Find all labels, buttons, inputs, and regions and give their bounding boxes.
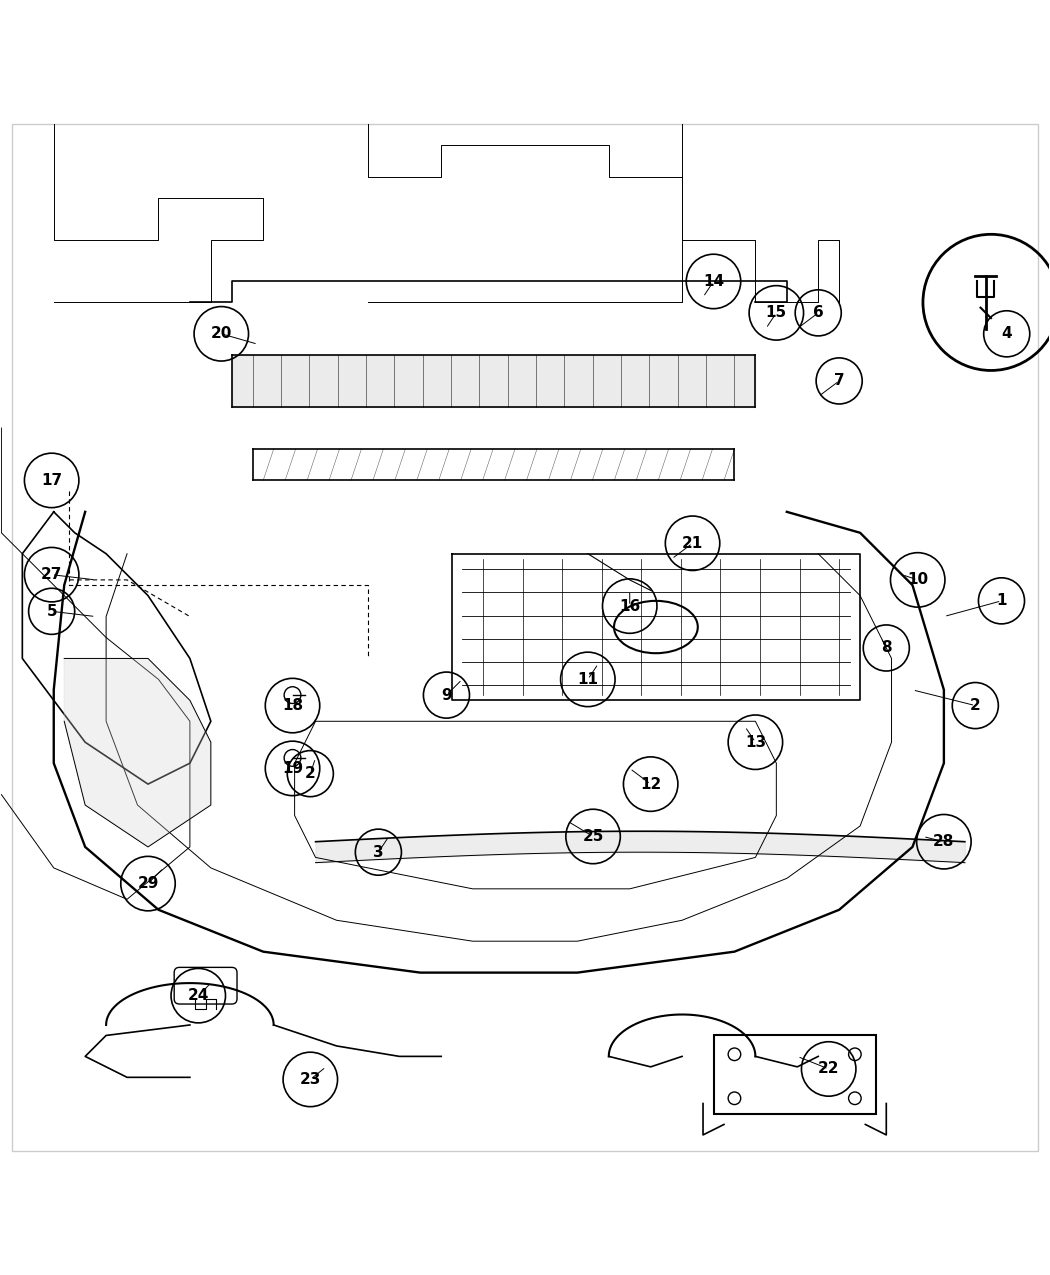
FancyBboxPatch shape [174,968,237,1003]
Text: 27: 27 [41,567,62,583]
Text: 14: 14 [702,274,724,289]
Text: 28: 28 [933,834,954,849]
Text: 16: 16 [620,598,640,613]
Text: 3: 3 [373,844,383,859]
Text: 20: 20 [211,326,232,342]
Text: 19: 19 [282,761,303,776]
Text: 18: 18 [282,699,303,713]
Text: 15: 15 [765,305,786,320]
Text: 8: 8 [881,640,891,655]
Text: 13: 13 [744,734,765,750]
Text: 25: 25 [583,829,604,844]
Text: 1: 1 [996,593,1007,608]
Text: 23: 23 [299,1072,321,1086]
Text: 24: 24 [188,988,209,1003]
Text: 9: 9 [441,687,452,703]
Text: 6: 6 [813,305,823,320]
Text: 12: 12 [640,776,662,792]
Text: 5: 5 [46,604,57,618]
Polygon shape [64,658,211,847]
Text: 10: 10 [907,572,928,588]
Text: 2: 2 [970,699,981,713]
Text: 2: 2 [304,766,316,782]
Bar [714,1035,876,1114]
Text: 7: 7 [834,374,844,389]
Text: 21: 21 [681,536,704,551]
Text: 17: 17 [41,473,62,488]
Text: 22: 22 [818,1062,839,1076]
Text: 29: 29 [138,876,159,891]
Text: 11: 11 [578,672,598,687]
Text: 4: 4 [1002,326,1012,342]
